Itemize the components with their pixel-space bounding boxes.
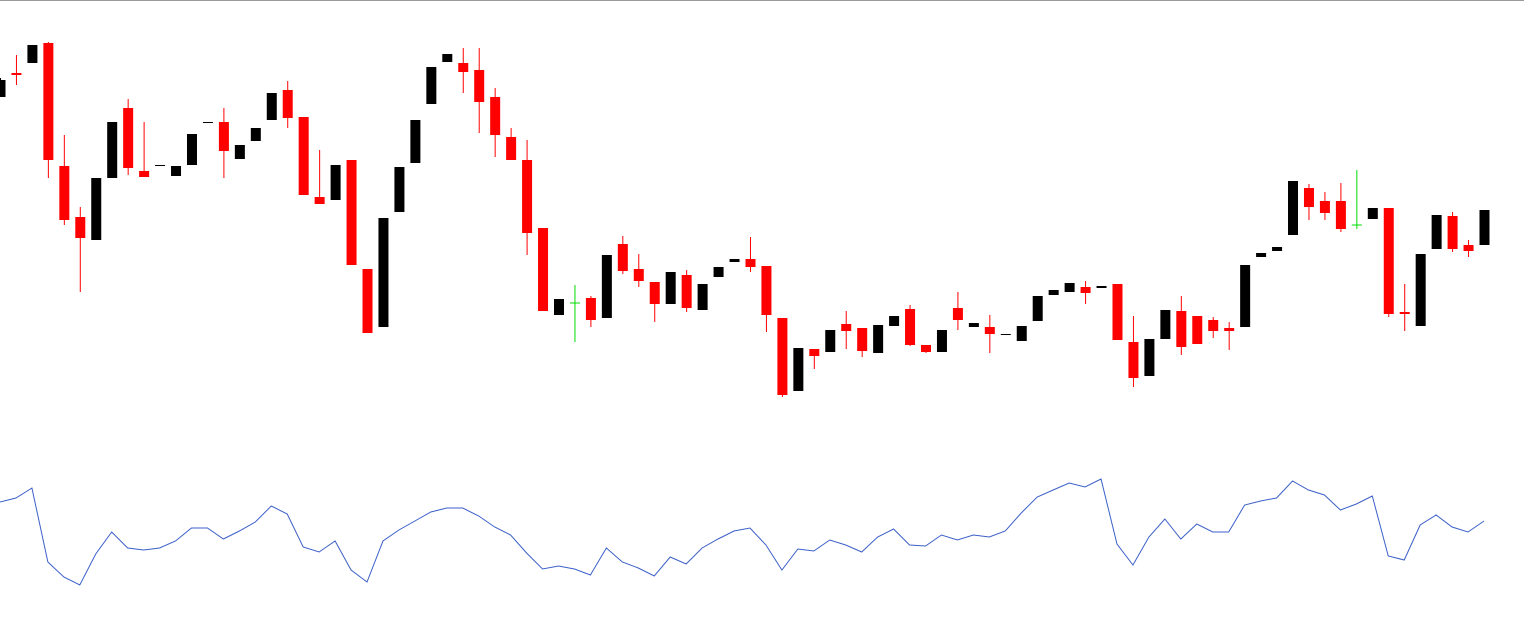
candle-body bbox=[442, 54, 453, 62]
candle-body bbox=[298, 117, 309, 195]
candle-body bbox=[633, 269, 644, 281]
candle-body bbox=[1415, 254, 1426, 326]
candle-body bbox=[314, 197, 325, 204]
candle-body bbox=[1463, 245, 1474, 251]
candle-body bbox=[1288, 181, 1299, 235]
indicator-line bbox=[0, 478, 1485, 586]
candle-body bbox=[1080, 287, 1091, 293]
candle-body bbox=[777, 318, 788, 395]
candle-body bbox=[793, 348, 804, 391]
candle-body bbox=[761, 266, 772, 315]
candle-body bbox=[1367, 208, 1378, 219]
candle-body bbox=[649, 282, 660, 304]
candle-body bbox=[75, 217, 86, 238]
candle-body bbox=[936, 330, 947, 352]
candle-body bbox=[952, 308, 963, 320]
candle-body bbox=[1447, 216, 1458, 249]
candle-body bbox=[1431, 215, 1442, 249]
candle-body bbox=[1048, 290, 1059, 295]
candle-body bbox=[250, 128, 261, 141]
candle-body bbox=[1064, 283, 1075, 292]
candle-body bbox=[553, 299, 564, 315]
candle-body bbox=[346, 160, 357, 265]
candle-body bbox=[968, 323, 979, 327]
candle-body bbox=[921, 345, 932, 352]
candle-body bbox=[1144, 339, 1155, 376]
candle-body bbox=[11, 73, 22, 75]
candle-body bbox=[202, 122, 213, 123]
candle-body bbox=[841, 324, 852, 331]
candle-body bbox=[1176, 311, 1187, 347]
candle-body bbox=[282, 90, 293, 118]
candle-body bbox=[585, 298, 596, 320]
candle-body bbox=[378, 218, 389, 327]
candle-body bbox=[330, 165, 341, 200]
candle-body bbox=[538, 228, 549, 311]
candle-body bbox=[59, 166, 70, 220]
candle-body bbox=[1399, 312, 1410, 314]
candle-body bbox=[123, 108, 134, 168]
candle-body bbox=[905, 309, 916, 345]
candle-body bbox=[474, 70, 485, 102]
candle-body bbox=[1208, 320, 1219, 331]
candle-body bbox=[1112, 284, 1123, 340]
candle-body bbox=[1192, 316, 1203, 344]
candle-body bbox=[1272, 247, 1283, 251]
candle-body bbox=[713, 267, 724, 277]
candle-body bbox=[0, 80, 6, 97]
candle-body bbox=[873, 325, 884, 353]
candle-body bbox=[745, 259, 756, 267]
candle-body bbox=[522, 160, 533, 233]
candle-body bbox=[825, 330, 836, 352]
candle-body bbox=[601, 255, 612, 318]
candle-body bbox=[857, 328, 868, 351]
candle-body bbox=[506, 137, 517, 160]
candle-body bbox=[1000, 334, 1011, 335]
candle-body bbox=[1479, 210, 1490, 245]
candle-body bbox=[139, 171, 150, 177]
candle-body bbox=[697, 284, 708, 310]
candle-body bbox=[186, 134, 197, 165]
candle-body bbox=[1303, 188, 1314, 207]
candle-body bbox=[27, 45, 38, 63]
candle-body bbox=[155, 165, 166, 166]
candle-body bbox=[1160, 310, 1171, 339]
candle-body bbox=[234, 145, 245, 159]
candle-body bbox=[218, 122, 229, 151]
candle-body bbox=[1256, 253, 1267, 257]
candle-body bbox=[1128, 342, 1139, 378]
candle-body bbox=[107, 122, 118, 178]
candle-body bbox=[410, 120, 421, 163]
candle-body bbox=[171, 166, 182, 176]
candle-body bbox=[1032, 296, 1043, 321]
candle-body bbox=[458, 63, 469, 72]
candle-body bbox=[394, 167, 405, 212]
candle-body bbox=[681, 275, 692, 308]
candle-body bbox=[1335, 201, 1346, 229]
candle-body bbox=[889, 316, 900, 326]
candle-body bbox=[809, 349, 820, 356]
candle-body bbox=[1096, 286, 1107, 288]
candle-body bbox=[1319, 201, 1330, 213]
candle-body bbox=[1240, 265, 1251, 327]
candle-body bbox=[984, 327, 995, 334]
candle-body bbox=[617, 244, 628, 271]
candle-body bbox=[1224, 328, 1235, 331]
candle-body bbox=[490, 97, 501, 135]
candle-body bbox=[362, 269, 373, 333]
candle-body bbox=[426, 67, 437, 104]
candle-body bbox=[1016, 326, 1027, 341]
candle-body bbox=[729, 259, 740, 262]
candle-body bbox=[43, 43, 54, 160]
candle-body bbox=[1383, 208, 1394, 314]
candle-body bbox=[266, 93, 277, 120]
candle-body bbox=[665, 272, 676, 304]
candle-body bbox=[91, 178, 102, 240]
